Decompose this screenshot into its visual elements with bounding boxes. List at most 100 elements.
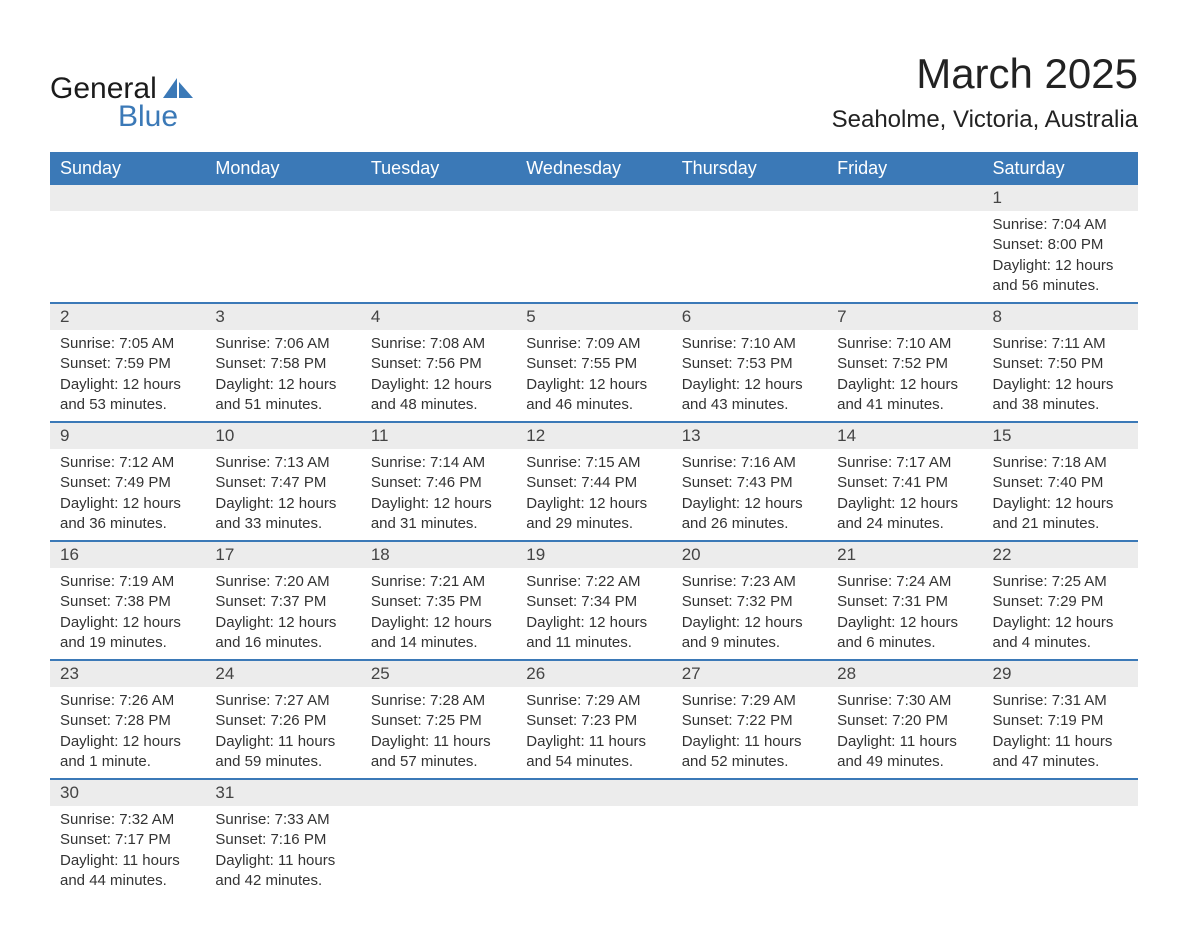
calendar-cell: 22Sunrise: 7:25 AMSunset: 7:29 PMDayligh…: [983, 541, 1138, 660]
calendar-cell: 5Sunrise: 7:09 AMSunset: 7:55 PMDaylight…: [516, 303, 671, 422]
calendar-week-row: 16Sunrise: 7:19 AMSunset: 7:38 PMDayligh…: [50, 541, 1138, 660]
sunset-text: Sunset: 7:25 PM: [371, 711, 506, 731]
sunset-text: Sunset: 7:34 PM: [526, 592, 661, 612]
day-details: Sunrise: 7:04 AMSunset: 8:00 PMDaylight:…: [983, 211, 1138, 302]
sunrise-text: Sunrise: 7:10 AM: [837, 334, 972, 354]
calendar-cell: 21Sunrise: 7:24 AMSunset: 7:31 PMDayligh…: [827, 541, 982, 660]
daylight-text: Daylight: 12 hours and 31 minutes.: [371, 494, 506, 535]
sunrise-text: Sunrise: 7:04 AM: [993, 215, 1128, 235]
sunrise-text: Sunrise: 7:28 AM: [371, 691, 506, 711]
daylight-text: Daylight: 11 hours and 54 minutes.: [526, 732, 661, 773]
calendar-cell: 10Sunrise: 7:13 AMSunset: 7:47 PMDayligh…: [205, 422, 360, 541]
sunset-text: Sunset: 7:47 PM: [215, 473, 350, 493]
day-details: [983, 806, 1138, 816]
day-number: 7: [827, 304, 982, 330]
day-number: 5: [516, 304, 671, 330]
sunrise-text: Sunrise: 7:30 AM: [837, 691, 972, 711]
daylight-text: Daylight: 12 hours and 11 minutes.: [526, 613, 661, 654]
daylight-text: Daylight: 12 hours and 29 minutes.: [526, 494, 661, 535]
day-number: 2: [50, 304, 205, 330]
sunrise-text: Sunrise: 7:17 AM: [837, 453, 972, 473]
day-number: [827, 185, 982, 211]
calendar-cell: 23Sunrise: 7:26 AMSunset: 7:28 PMDayligh…: [50, 660, 205, 779]
day-number: 9: [50, 423, 205, 449]
day-details: Sunrise: 7:28 AMSunset: 7:25 PMDaylight:…: [361, 687, 516, 778]
calendar-cell: [516, 779, 671, 897]
day-number: 16: [50, 542, 205, 568]
daylight-text: Daylight: 12 hours and 21 minutes.: [993, 494, 1128, 535]
logo: General Blue: [50, 74, 193, 134]
day-number: 26: [516, 661, 671, 687]
calendar-cell: 3Sunrise: 7:06 AMSunset: 7:58 PMDaylight…: [205, 303, 360, 422]
calendar-cell: [205, 185, 360, 303]
sunrise-text: Sunrise: 7:10 AM: [682, 334, 817, 354]
calendar-table: SundayMondayTuesdayWednesdayThursdayFrid…: [50, 152, 1138, 897]
sunset-text: Sunset: 7:22 PM: [682, 711, 817, 731]
daylight-text: Daylight: 12 hours and 14 minutes.: [371, 613, 506, 654]
calendar-cell: [361, 779, 516, 897]
calendar-cell: [827, 779, 982, 897]
calendar-body: 1Sunrise: 7:04 AMSunset: 8:00 PMDaylight…: [50, 185, 1138, 897]
sunset-text: Sunset: 7:56 PM: [371, 354, 506, 374]
sunrise-text: Sunrise: 7:33 AM: [215, 810, 350, 830]
daylight-text: Daylight: 12 hours and 4 minutes.: [993, 613, 1128, 654]
sunset-text: Sunset: 7:35 PM: [371, 592, 506, 612]
sunset-text: Sunset: 7:20 PM: [837, 711, 972, 731]
sunrise-text: Sunrise: 7:06 AM: [215, 334, 350, 354]
day-details: Sunrise: 7:10 AMSunset: 7:52 PMDaylight:…: [827, 330, 982, 421]
weekday-header-row: SundayMondayTuesdayWednesdayThursdayFrid…: [50, 152, 1138, 185]
day-details: Sunrise: 7:27 AMSunset: 7:26 PMDaylight:…: [205, 687, 360, 778]
day-details: Sunrise: 7:19 AMSunset: 7:38 PMDaylight:…: [50, 568, 205, 659]
calendar-cell: 6Sunrise: 7:10 AMSunset: 7:53 PMDaylight…: [672, 303, 827, 422]
sunset-text: Sunset: 7:40 PM: [993, 473, 1128, 493]
day-details: Sunrise: 7:25 AMSunset: 7:29 PMDaylight:…: [983, 568, 1138, 659]
day-details: Sunrise: 7:32 AMSunset: 7:17 PMDaylight:…: [50, 806, 205, 897]
day-details: Sunrise: 7:20 AMSunset: 7:37 PMDaylight:…: [205, 568, 360, 659]
sunrise-text: Sunrise: 7:26 AM: [60, 691, 195, 711]
sunset-text: Sunset: 7:58 PM: [215, 354, 350, 374]
calendar-cell: [516, 185, 671, 303]
daylight-text: Daylight: 12 hours and 6 minutes.: [837, 613, 972, 654]
daylight-text: Daylight: 11 hours and 44 minutes.: [60, 851, 195, 892]
day-number: [672, 185, 827, 211]
month-title: March 2025: [832, 50, 1138, 98]
daylight-text: Daylight: 12 hours and 38 minutes.: [993, 375, 1128, 416]
day-number: [205, 185, 360, 211]
sunset-text: Sunset: 7:32 PM: [682, 592, 817, 612]
daylight-text: Daylight: 12 hours and 16 minutes.: [215, 613, 350, 654]
day-number: 10: [205, 423, 360, 449]
day-details: [516, 211, 671, 221]
calendar-cell: 29Sunrise: 7:31 AMSunset: 7:19 PMDayligh…: [983, 660, 1138, 779]
calendar-cell: 12Sunrise: 7:15 AMSunset: 7:44 PMDayligh…: [516, 422, 671, 541]
sunrise-text: Sunrise: 7:23 AM: [682, 572, 817, 592]
day-details: [672, 211, 827, 221]
daylight-text: Daylight: 11 hours and 59 minutes.: [215, 732, 350, 773]
daylight-text: Daylight: 12 hours and 46 minutes.: [526, 375, 661, 416]
weekday-header: Thursday: [672, 152, 827, 185]
calendar-cell: 26Sunrise: 7:29 AMSunset: 7:23 PMDayligh…: [516, 660, 671, 779]
day-details: [672, 806, 827, 816]
calendar-week-row: 1Sunrise: 7:04 AMSunset: 8:00 PMDaylight…: [50, 185, 1138, 303]
day-number: 19: [516, 542, 671, 568]
day-number: 1: [983, 185, 1138, 211]
day-details: Sunrise: 7:26 AMSunset: 7:28 PMDaylight:…: [50, 687, 205, 778]
sunset-text: Sunset: 7:49 PM: [60, 473, 195, 493]
day-number: 30: [50, 780, 205, 806]
day-number: 13: [672, 423, 827, 449]
sunset-text: Sunset: 7:28 PM: [60, 711, 195, 731]
calendar-cell: 17Sunrise: 7:20 AMSunset: 7:37 PMDayligh…: [205, 541, 360, 660]
calendar-cell: 14Sunrise: 7:17 AMSunset: 7:41 PMDayligh…: [827, 422, 982, 541]
sunrise-text: Sunrise: 7:18 AM: [993, 453, 1128, 473]
calendar-cell: 25Sunrise: 7:28 AMSunset: 7:25 PMDayligh…: [361, 660, 516, 779]
daylight-text: Daylight: 12 hours and 33 minutes.: [215, 494, 350, 535]
day-details: Sunrise: 7:24 AMSunset: 7:31 PMDaylight:…: [827, 568, 982, 659]
day-number: 15: [983, 423, 1138, 449]
day-number: 25: [361, 661, 516, 687]
sunrise-text: Sunrise: 7:31 AM: [993, 691, 1128, 711]
weekday-header: Saturday: [983, 152, 1138, 185]
sunrise-text: Sunrise: 7:27 AM: [215, 691, 350, 711]
day-number: 11: [361, 423, 516, 449]
day-details: Sunrise: 7:21 AMSunset: 7:35 PMDaylight:…: [361, 568, 516, 659]
calendar-cell: 7Sunrise: 7:10 AMSunset: 7:52 PMDaylight…: [827, 303, 982, 422]
daylight-text: Daylight: 11 hours and 42 minutes.: [215, 851, 350, 892]
